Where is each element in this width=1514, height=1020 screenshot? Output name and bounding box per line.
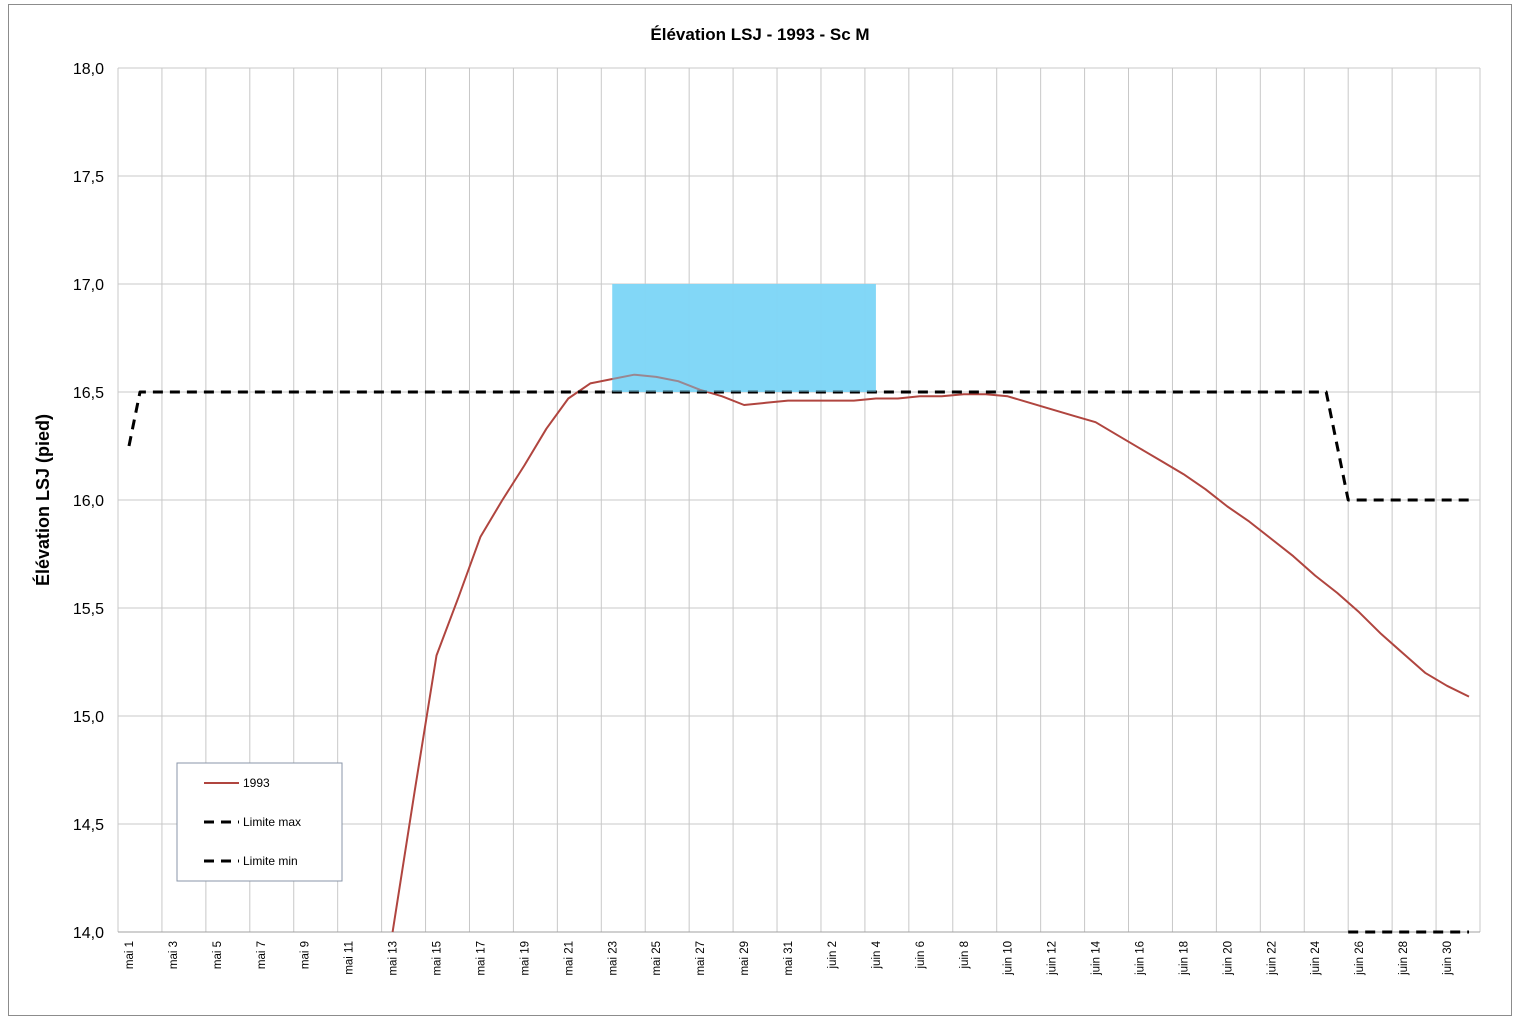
x-tick-label: juin 12: [1047, 941, 1059, 976]
legend: 1993 Limite max Limite min: [176, 762, 343, 882]
y-tick-label: 14,0: [73, 925, 104, 942]
x-tick-label: mai 1: [124, 941, 136, 969]
x-tick-label: juin 6: [915, 941, 927, 970]
x-tick-label: juin 22: [1266, 941, 1278, 976]
x-tick-label: mai 27: [695, 941, 707, 976]
x-tick-label: mai 11: [344, 941, 356, 975]
x-tick-label: juin 16: [1135, 941, 1147, 976]
y-tick-label: 17,5: [73, 169, 104, 186]
plot-area: 14,0 14,5 15,0 15,5 16,0 16,5 17,0 17,5 18,0 mai …: [73, 61, 1481, 976]
highlight-band-overlay: [612, 284, 876, 392]
y-tick-label: 16,0: [73, 493, 104, 510]
y-axis-label: Élévation LSJ (pied): [32, 414, 53, 586]
x-tick-label: mai 3: [168, 941, 180, 969]
x-tick-label: mai 23: [607, 941, 619, 976]
x-tick-label: mai 15: [432, 941, 444, 976]
legend-label: Limite max: [243, 815, 301, 829]
x-tick-label: mai 17: [475, 941, 487, 976]
x-tick-label: juin 8: [959, 941, 971, 970]
y-tick-label: 16,5: [73, 385, 104, 402]
highlight-band: [612, 284, 876, 392]
y-tick-label: 18,0: [73, 61, 104, 78]
x-tick-label: juin 28: [1398, 941, 1410, 976]
x-tick-label: mai 21: [563, 941, 575, 976]
x-tick-label: juin 18: [1178, 941, 1190, 976]
x-tick-label: juin 10: [1003, 941, 1015, 976]
x-tick-label: mai 19: [519, 941, 531, 976]
y-tick-label: 14,5: [73, 817, 104, 834]
x-tick-label: mai 9: [300, 941, 312, 969]
x-tick-label: juin 4: [871, 940, 883, 969]
x-tick-label: juin 26: [1354, 941, 1366, 976]
x-tick-label: mai 13: [388, 941, 400, 976]
chart-title: Élévation LSJ - 1993 - Sc M: [650, 25, 869, 44]
legend-label: Limite min: [243, 854, 298, 868]
x-tick-label: mai 31: [783, 941, 795, 976]
y-tick-label: 17,0: [73, 277, 104, 294]
y-tick-label: 15,5: [73, 601, 104, 618]
x-tick-label: juin 20: [1222, 941, 1234, 976]
x-tick-label: juin 24: [1310, 940, 1322, 975]
x-tick-label: juin 2: [827, 941, 839, 970]
x-tick-label: juin 30: [1442, 941, 1454, 976]
x-tick-label: juin 14: [1091, 940, 1103, 975]
x-tick-label: mai 5: [212, 941, 224, 969]
legend-label: 1993: [243, 776, 270, 790]
y-tick-label: 15,0: [73, 709, 104, 726]
series-line-limite-max: [127, 390, 1469, 502]
x-tick-label: mai 7: [256, 941, 268, 969]
x-tick-label: mai 25: [651, 941, 663, 976]
x-tick-label: mai 29: [739, 941, 751, 976]
series-line-1993: [391, 373, 1470, 933]
